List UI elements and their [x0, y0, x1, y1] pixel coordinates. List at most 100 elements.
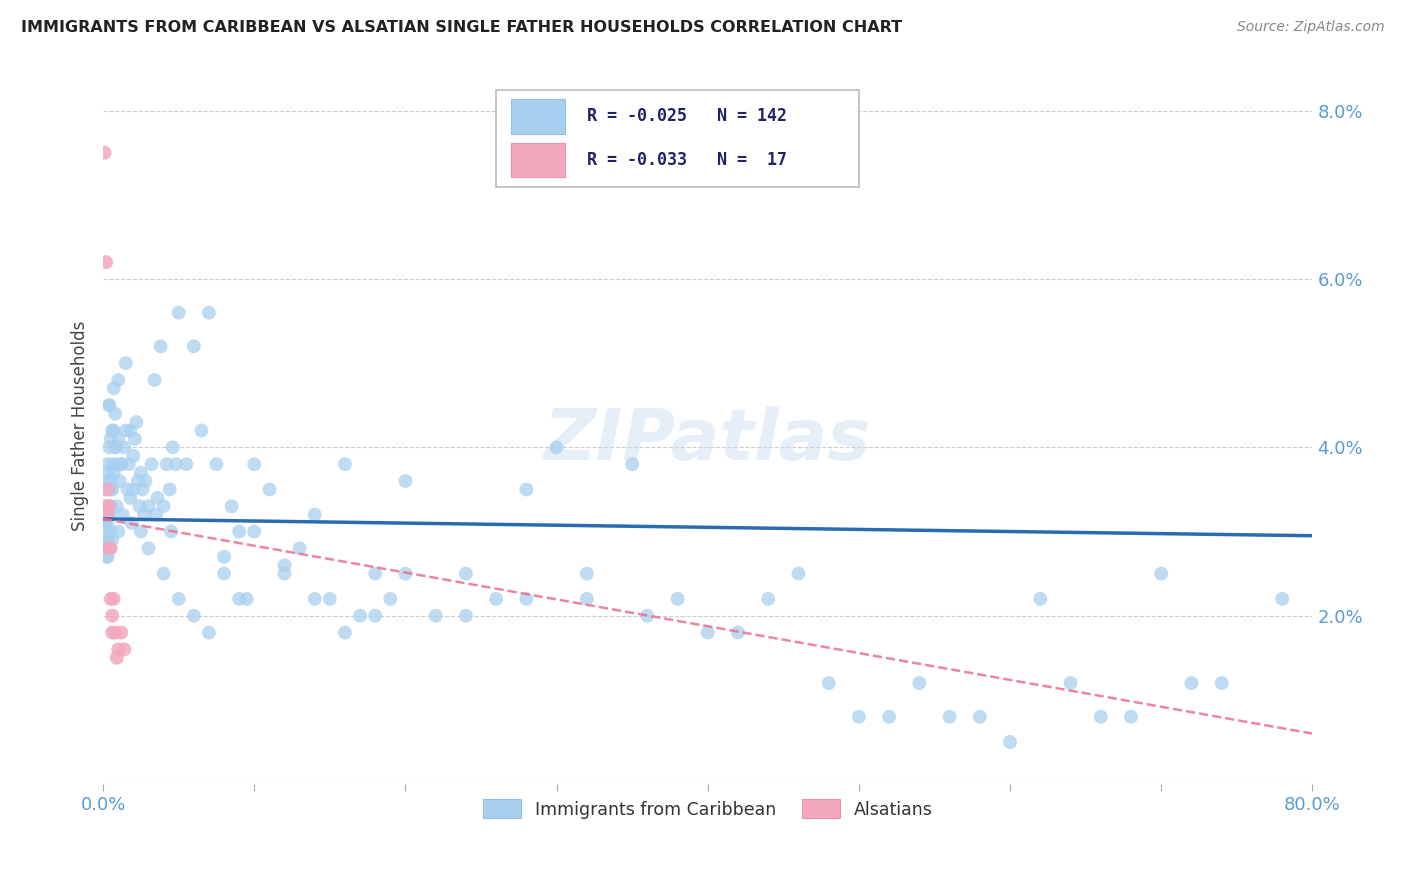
Point	[394, 474, 416, 488]
Point	[162, 441, 184, 455]
Point	[349, 608, 371, 623]
Point	[454, 608, 477, 623]
Text: R = -0.033   N =  17: R = -0.033 N = 17	[586, 151, 787, 169]
Point	[105, 500, 128, 514]
Point	[288, 541, 311, 556]
Point	[1029, 591, 1052, 606]
Point	[454, 566, 477, 581]
Point	[100, 500, 122, 514]
Point	[103, 466, 125, 480]
Point	[98, 508, 121, 522]
Point	[817, 676, 839, 690]
Point	[103, 591, 125, 606]
Point	[110, 625, 132, 640]
Point	[100, 541, 122, 556]
FancyBboxPatch shape	[496, 90, 859, 186]
Point	[120, 424, 142, 438]
Point	[122, 483, 145, 497]
Point	[198, 306, 221, 320]
Point	[515, 483, 537, 497]
Point	[104, 441, 127, 455]
Point	[101, 483, 124, 497]
Point	[575, 591, 598, 606]
Point	[515, 591, 537, 606]
Point	[134, 474, 156, 488]
Point	[93, 516, 115, 530]
Point	[727, 625, 749, 640]
Point	[131, 483, 153, 497]
Point	[146, 491, 169, 505]
Point	[1150, 566, 1173, 581]
Point	[1059, 676, 1081, 690]
Point	[100, 591, 122, 606]
Point	[97, 457, 120, 471]
Point	[1180, 676, 1202, 690]
Point	[243, 457, 266, 471]
Point	[93, 500, 115, 514]
Point	[138, 500, 160, 514]
Point	[127, 474, 149, 488]
Point	[221, 500, 243, 514]
Point	[938, 710, 960, 724]
Point	[94, 500, 117, 514]
Point	[183, 339, 205, 353]
Point	[156, 457, 179, 471]
Point	[97, 516, 120, 530]
FancyBboxPatch shape	[510, 99, 565, 134]
Point	[666, 591, 689, 606]
Point	[1090, 710, 1112, 724]
Point	[1119, 710, 1142, 724]
Point	[100, 432, 122, 446]
Point	[118, 457, 141, 471]
Point	[94, 483, 117, 497]
Point	[117, 483, 139, 497]
Point	[100, 474, 122, 488]
Point	[110, 457, 132, 471]
Point	[908, 676, 931, 690]
Point	[93, 524, 115, 539]
Point	[152, 500, 174, 514]
Point	[98, 466, 121, 480]
Point	[97, 549, 120, 564]
Point	[98, 398, 121, 412]
Point	[141, 457, 163, 471]
Point	[259, 483, 281, 497]
Point	[167, 591, 190, 606]
Point	[97, 508, 120, 522]
Point	[877, 710, 900, 724]
Point	[98, 500, 121, 514]
Point	[105, 457, 128, 471]
Point	[696, 625, 718, 640]
Point	[212, 566, 235, 581]
Point	[94, 508, 117, 522]
Point	[205, 457, 228, 471]
Point	[149, 339, 172, 353]
Point	[104, 441, 127, 455]
Point	[107, 373, 129, 387]
Point	[167, 306, 190, 320]
Point	[1271, 591, 1294, 606]
Point	[128, 500, 150, 514]
Point	[273, 558, 295, 573]
Point	[101, 608, 124, 623]
Point	[112, 441, 135, 455]
Point	[129, 524, 152, 539]
Point	[97, 508, 120, 522]
Point	[380, 591, 402, 606]
Point	[575, 566, 598, 581]
Point	[364, 566, 387, 581]
Point	[125, 415, 148, 429]
Point	[121, 516, 143, 530]
Point	[112, 642, 135, 657]
Point	[111, 508, 134, 522]
Point	[93, 145, 115, 160]
FancyBboxPatch shape	[510, 143, 565, 178]
Point	[103, 381, 125, 395]
Point	[333, 625, 356, 640]
Text: Source: ZipAtlas.com: Source: ZipAtlas.com	[1237, 20, 1385, 34]
Legend: Immigrants from Caribbean, Alsatians: Immigrants from Caribbean, Alsatians	[475, 792, 939, 825]
Point	[101, 625, 124, 640]
Point	[97, 500, 120, 514]
Point	[969, 710, 991, 724]
Point	[848, 710, 870, 724]
